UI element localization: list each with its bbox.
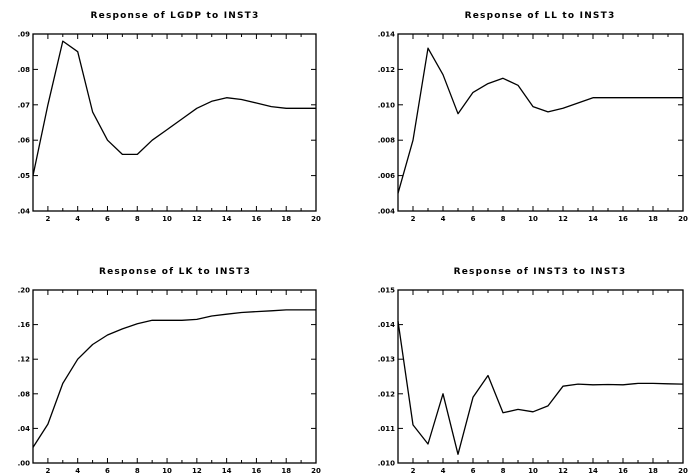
x-tick-label: 18 <box>281 215 291 223</box>
chart-title: Response of LK to INST3 <box>99 267 251 277</box>
y-tick-label: .08 <box>18 390 31 398</box>
x-tick-label: 10 <box>162 215 172 223</box>
plot-frame <box>32 289 317 464</box>
y-tick-label: .08 <box>18 66 31 74</box>
chart-title: Response of LL to INST3 <box>465 11 616 21</box>
y-tick-label: .008 <box>378 137 395 145</box>
y-tick-label: .014 <box>378 321 395 329</box>
x-tick-label: 8 <box>501 215 506 223</box>
y-tick-label: .015 <box>378 287 395 295</box>
y-tick-label: .12 <box>18 356 31 364</box>
y-tick-label: .04 <box>18 425 31 433</box>
series-line <box>32 309 316 448</box>
y-axis: .015 .014 .013 .012 .011 .010 <box>378 287 683 468</box>
x-tick-label: 18 <box>648 467 658 475</box>
x-tick-label: 8 <box>135 215 140 223</box>
x-tick-label: 6 <box>105 467 110 475</box>
x-tick-label: 20 <box>311 467 321 475</box>
x-tick-label: 14 <box>222 215 232 223</box>
y-tick-label: .04 <box>18 208 31 216</box>
x-tick-label: 4 <box>75 467 80 475</box>
x-tick-label: 14 <box>588 215 598 223</box>
plot-frame <box>397 289 684 464</box>
x-tick-label: 4 <box>75 215 80 223</box>
y-tick-label: .06 <box>18 137 31 145</box>
x-tick-label: 14 <box>588 467 598 475</box>
x-tick-label: 8 <box>135 467 140 475</box>
chart-title: Response of LGDP to INST3 <box>91 11 260 21</box>
x-tick-label: 6 <box>105 215 110 223</box>
x-tick-label: 12 <box>192 215 202 223</box>
chart-title: Response of INST3 to INST3 <box>454 267 627 277</box>
x-tick-label: 2 <box>411 467 416 475</box>
y-axis: .20 .16 .12 .08 .04 .00 <box>18 287 316 468</box>
y-tick-label: .05 <box>18 172 31 180</box>
y-tick-label: .012 <box>378 66 395 74</box>
y-tick-label: .20 <box>18 287 31 295</box>
x-tick-label: 20 <box>311 215 321 223</box>
panel-ll: Response of LL to INST3 2 4 6 8 10 12 14 16 18 20… <box>378 11 688 223</box>
x-tick-label: 18 <box>281 467 291 475</box>
series-line <box>397 47 683 194</box>
y-tick-label: .07 <box>18 101 31 109</box>
x-tick-label: 10 <box>162 467 172 475</box>
y-tick-label: .010 <box>378 460 395 468</box>
y-tick-label: .013 <box>378 356 395 364</box>
x-tick-label: 16 <box>618 467 628 475</box>
series-line <box>32 40 316 176</box>
x-tick-label: 12 <box>558 215 568 223</box>
y-axis: .014 .012 .010 .008 .006 .004 <box>378 31 683 216</box>
x-tick-label: 10 <box>528 215 538 223</box>
x-tick-label: 16 <box>618 215 628 223</box>
x-tick-label: 16 <box>252 467 262 475</box>
y-tick-label: .006 <box>378 172 395 180</box>
y-tick-label: .011 <box>378 425 395 433</box>
x-tick-label: 4 <box>441 467 446 475</box>
y-tick-label: .012 <box>378 390 395 398</box>
y-tick-label: .010 <box>378 101 395 109</box>
x-tick-label: 8 <box>501 467 506 475</box>
panel-inst3: Response of INST3 to INST3 2 4 6 8 10 12 14 16 1… <box>378 267 688 475</box>
y-tick-label: .16 <box>18 321 31 329</box>
panel-lk: Response of LK to INST3 2 4 6 8 10 12 14 16 18 20… <box>18 267 321 475</box>
x-tick-label: 2 <box>45 467 50 475</box>
y-tick-label: .00 <box>18 460 31 468</box>
y-tick-label: .014 <box>378 31 395 39</box>
x-axis: 2 4 6 8 10 12 14 16 18 20 <box>397 290 688 475</box>
x-axis: 2 4 6 8 10 12 14 16 18 20 <box>32 290 321 475</box>
x-tick-label: 12 <box>558 467 568 475</box>
x-tick-label: 14 <box>222 467 232 475</box>
x-tick-label: 4 <box>441 215 446 223</box>
panel-lgdp: Response of LGDP to INST3 2 4 6 8 10 12 14 16 18… <box>18 11 321 223</box>
x-axis: 2 4 6 8 10 12 14 16 18 20 <box>397 34 688 223</box>
x-tick-label: 18 <box>648 215 658 223</box>
y-axis: .09 .08 .07 .06 .05 .04 <box>18 31 316 216</box>
y-tick-label: .004 <box>378 208 395 216</box>
x-tick-label: 6 <box>471 215 476 223</box>
x-tick-label: 16 <box>252 215 262 223</box>
x-tick-label: 10 <box>528 467 538 475</box>
y-tick-label: .09 <box>18 31 31 39</box>
plot-frame <box>32 33 317 212</box>
x-tick-label: 2 <box>411 215 416 223</box>
series-line <box>397 321 684 455</box>
x-tick-label: 6 <box>471 467 476 475</box>
x-tick-label: 2 <box>45 215 50 223</box>
x-tick-label: 12 <box>192 467 202 475</box>
x-tick-label: 20 <box>678 215 688 223</box>
plot-frame <box>397 33 684 212</box>
x-axis: 2 4 6 8 10 12 14 16 18 20 <box>32 34 321 223</box>
x-tick-label: 20 <box>678 467 688 475</box>
